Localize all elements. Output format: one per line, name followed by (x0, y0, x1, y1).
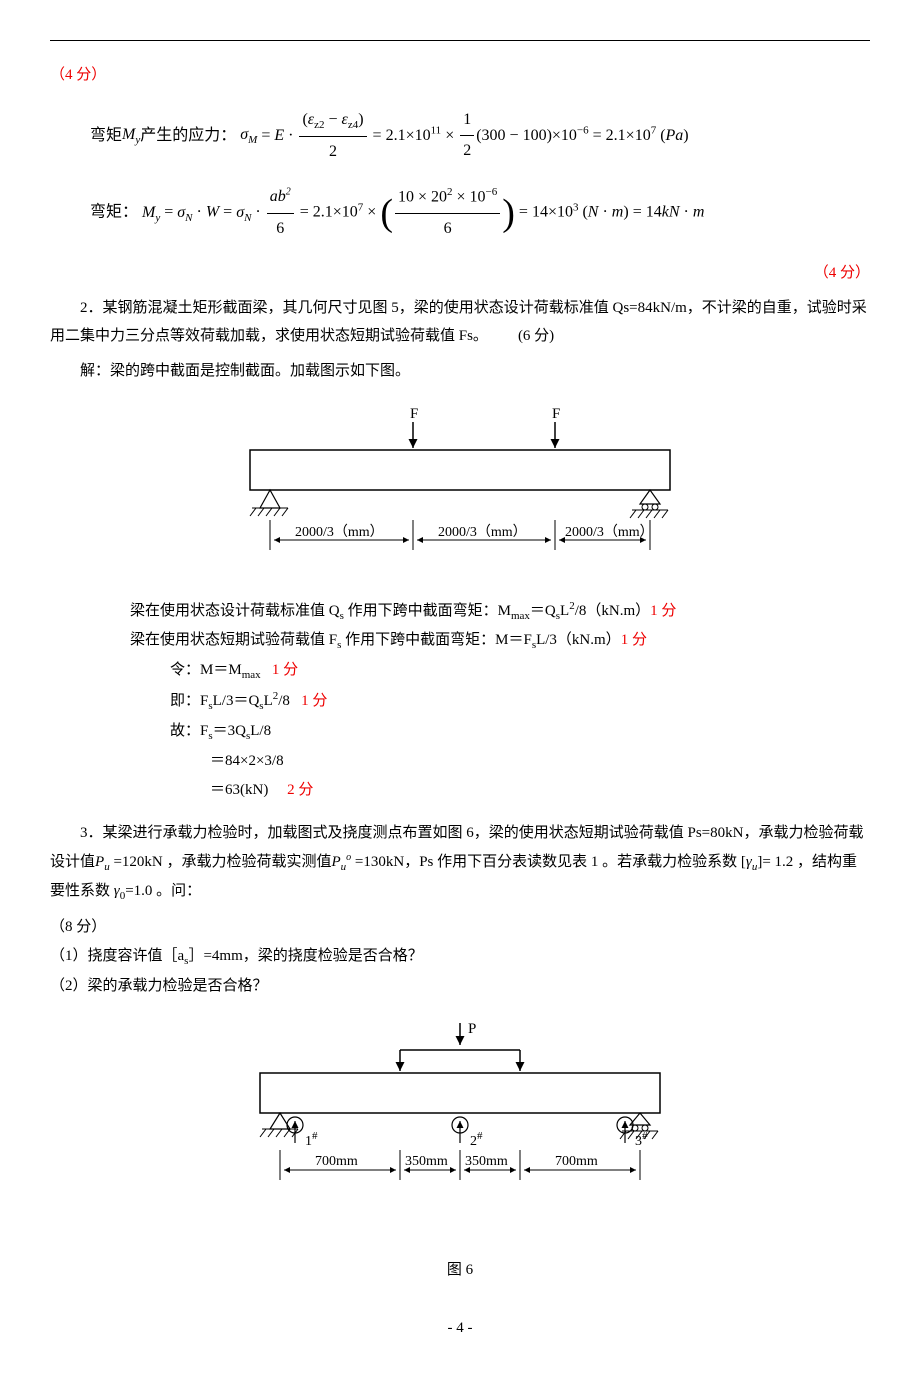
header-rule (50, 40, 870, 41)
line-calc: ＝84×2×3/8 (210, 747, 870, 776)
diagram-1: F F 2000/3（mm） 2000/3（mm） 2000/3（mm） (50, 400, 870, 581)
svg-text:700mm: 700mm (555, 1154, 598, 1169)
line-let: 令：M＝Mmax 1 分 (170, 656, 870, 686)
question-2: （2）梁的承载力检验是否合格？ (50, 972, 870, 1001)
equation-stress: 弯矩My产生的应力： σM = E · (εz2 − εz4)2 = 2.1×1… (90, 105, 870, 167)
svg-text:350mm: 350mm (405, 1154, 448, 1169)
figure-6-label: 图 6 (50, 1256, 870, 1285)
solution-2-intro: 解：梁的跨中截面是控制截面。加载图示如下图。 (80, 357, 870, 386)
line-m: 梁在使用状态短期试验荷载值 Fs 作用下跨中截面弯矩：M＝FsL/3（kN.m）… (130, 626, 870, 656)
line-so: 故：Fs＝3QsL/8 (170, 717, 870, 747)
problem-2: 2．某钢筋混凝土矩形截面梁，其几何尺寸见图 5，梁的使用状态设计荷载标准值 Qs… (50, 294, 870, 351)
svg-text:2000/3（mm）: 2000/3（mm） (565, 524, 654, 540)
svg-text:700mm: 700mm (315, 1154, 358, 1169)
problem-3: 3．某梁进行承载力检验时，加载图式及挠度测点布置如图 6，梁的使用状态短期试验荷… (50, 819, 870, 907)
line-ie: 即：FsL/3＝QsL2/8 1 分 (170, 686, 870, 717)
svg-text:2000/3（mm）: 2000/3（mm） (438, 524, 527, 540)
problem-3-score: （8 分） (50, 913, 870, 942)
score-4b: （4 分） (50, 259, 870, 288)
score-4a: （4 分） (50, 61, 870, 90)
svg-text:P: P (468, 1021, 476, 1037)
svg-text:F: F (552, 406, 560, 422)
line-mmax: 梁在使用状态设计荷载标准值 Qs 作用下跨中截面弯矩：Mmax＝QsL2/8（k… (130, 596, 870, 627)
svg-text:2#: 2# (470, 1130, 483, 1149)
page-number: - 4 - (50, 1314, 870, 1343)
equation-moment: 弯矩： My = σN · W = σN · ab26 = 2.1×107 × … (90, 182, 870, 244)
svg-text:350mm: 350mm (465, 1154, 508, 1169)
svg-text:F: F (410, 406, 418, 422)
diagram-2: P 1# 2# 3# 700mm 350mm 350mm 700mm (50, 1015, 870, 1226)
svg-text:1#: 1# (305, 1130, 318, 1149)
svg-text:3#: 3# (635, 1130, 648, 1149)
question-1: （1）挠度容许值［as］=4mm，梁的挠度检验是否合格？ (50, 942, 870, 972)
svg-text:2000/3（mm）: 2000/3（mm） (295, 524, 384, 540)
line-result: ＝63(kN) 2 分 (210, 776, 870, 805)
